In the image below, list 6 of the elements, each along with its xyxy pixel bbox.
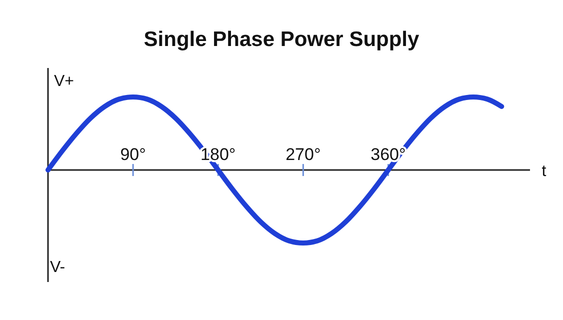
x-tick-label: 90° [120, 145, 146, 164]
x-tick-label: 270° [286, 145, 321, 164]
text: V- [50, 259, 66, 276]
chart-title: Single Phase Power Supply [144, 28, 420, 51]
text: V+ [54, 73, 74, 90]
x-axis-title: t [542, 163, 547, 180]
